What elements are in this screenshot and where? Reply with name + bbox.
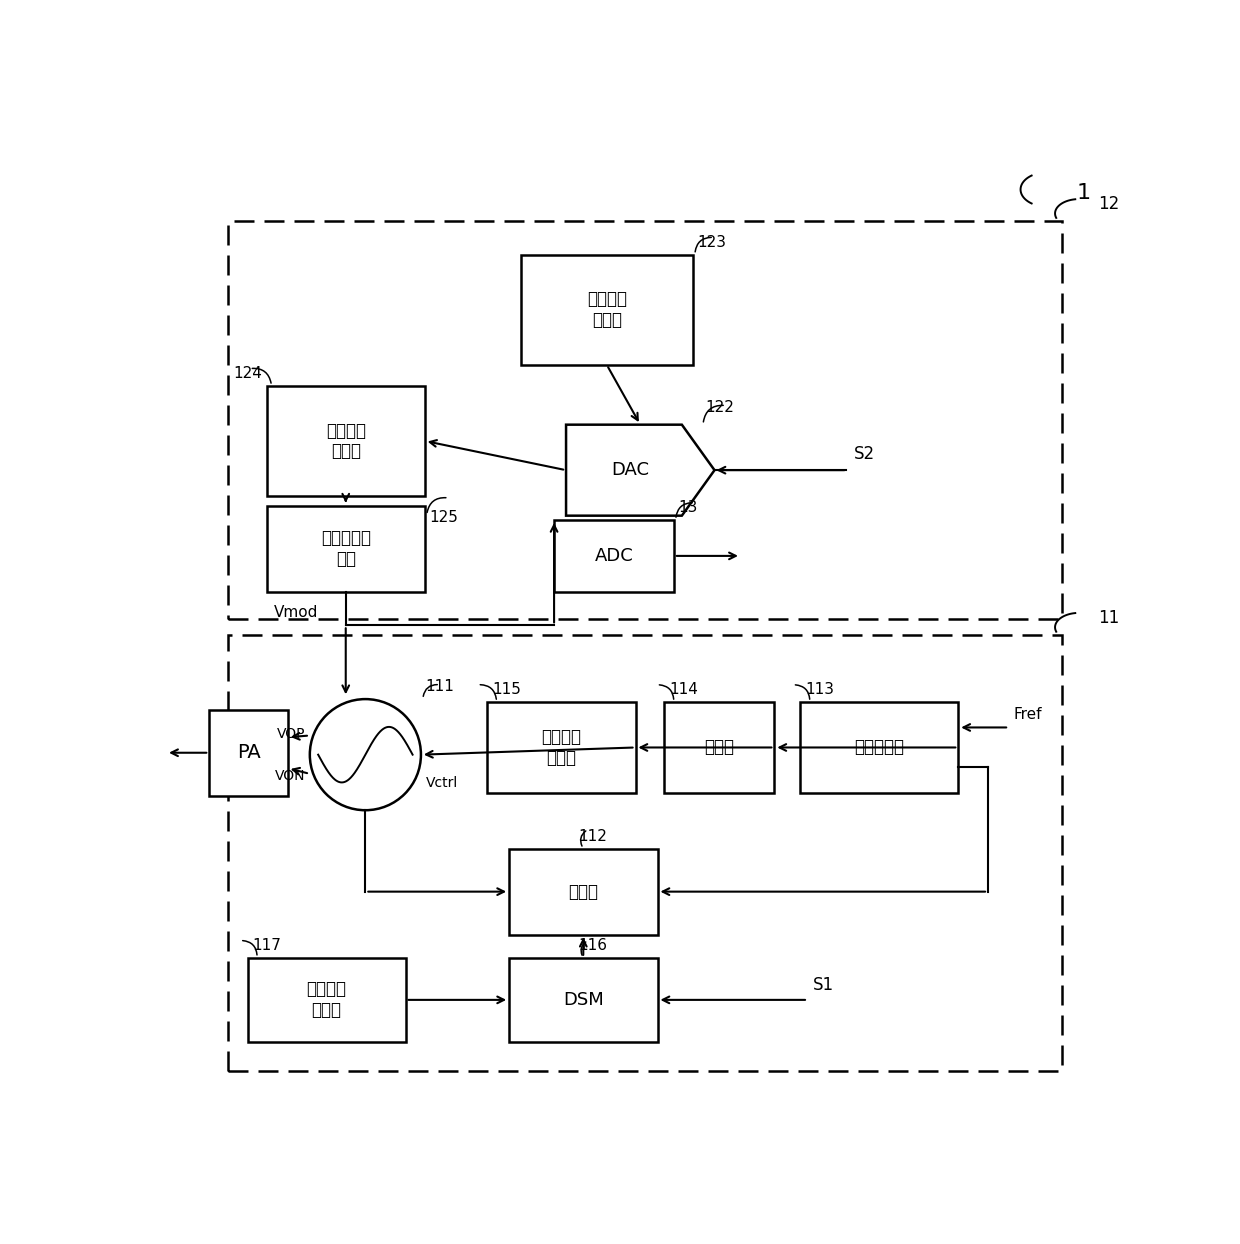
- Text: 116: 116: [579, 938, 608, 953]
- FancyBboxPatch shape: [521, 255, 693, 364]
- Circle shape: [310, 699, 420, 810]
- Text: Fref: Fref: [1014, 707, 1043, 722]
- Text: 13: 13: [678, 500, 698, 515]
- FancyBboxPatch shape: [267, 505, 425, 592]
- Text: 第二延迟
控制器: 第二延迟 控制器: [587, 290, 626, 330]
- FancyBboxPatch shape: [510, 958, 657, 1042]
- FancyBboxPatch shape: [665, 702, 775, 792]
- Text: 第一低通
滤波器: 第一低通 滤波器: [542, 728, 582, 766]
- FancyBboxPatch shape: [210, 709, 288, 796]
- Text: VOP: VOP: [277, 726, 305, 740]
- FancyBboxPatch shape: [487, 702, 635, 792]
- Text: S1: S1: [812, 977, 833, 994]
- Text: Vctrl: Vctrl: [425, 776, 458, 790]
- Text: 114: 114: [670, 682, 698, 697]
- Text: 12: 12: [1099, 195, 1120, 214]
- Text: 113: 113: [805, 682, 835, 697]
- Text: DSM: DSM: [563, 991, 604, 1009]
- Text: S2: S2: [854, 444, 875, 463]
- Text: 123: 123: [698, 235, 727, 250]
- Text: 125: 125: [429, 510, 459, 525]
- Text: 电荷泵: 电荷泵: [704, 739, 734, 756]
- Text: 122: 122: [706, 401, 734, 415]
- Text: 第二低通
滤波器: 第二低通 滤波器: [326, 422, 366, 460]
- FancyBboxPatch shape: [248, 958, 405, 1042]
- FancyBboxPatch shape: [267, 386, 425, 496]
- Text: 115: 115: [492, 682, 521, 697]
- Text: 112: 112: [579, 829, 608, 843]
- Text: PA: PA: [237, 743, 260, 763]
- FancyBboxPatch shape: [554, 520, 673, 592]
- Text: 1: 1: [1076, 183, 1090, 203]
- Text: 鉴频鉴相器: 鉴频鉴相器: [854, 739, 904, 756]
- Text: 11: 11: [1099, 610, 1120, 627]
- Text: 双端转单端
模块: 双端转单端 模块: [321, 529, 371, 569]
- Text: 分频器: 分频器: [568, 883, 598, 901]
- Text: 111: 111: [425, 679, 455, 694]
- Text: 117: 117: [253, 938, 281, 953]
- Text: 第一延迟
控制器: 第一延迟 控制器: [306, 980, 347, 1019]
- Text: VON: VON: [274, 769, 305, 782]
- Text: ADC: ADC: [594, 547, 634, 565]
- Polygon shape: [565, 424, 714, 516]
- Text: 124: 124: [233, 366, 262, 381]
- FancyBboxPatch shape: [510, 848, 657, 934]
- Text: Vmod: Vmod: [274, 605, 319, 620]
- FancyBboxPatch shape: [800, 702, 959, 792]
- Text: DAC: DAC: [611, 462, 650, 479]
